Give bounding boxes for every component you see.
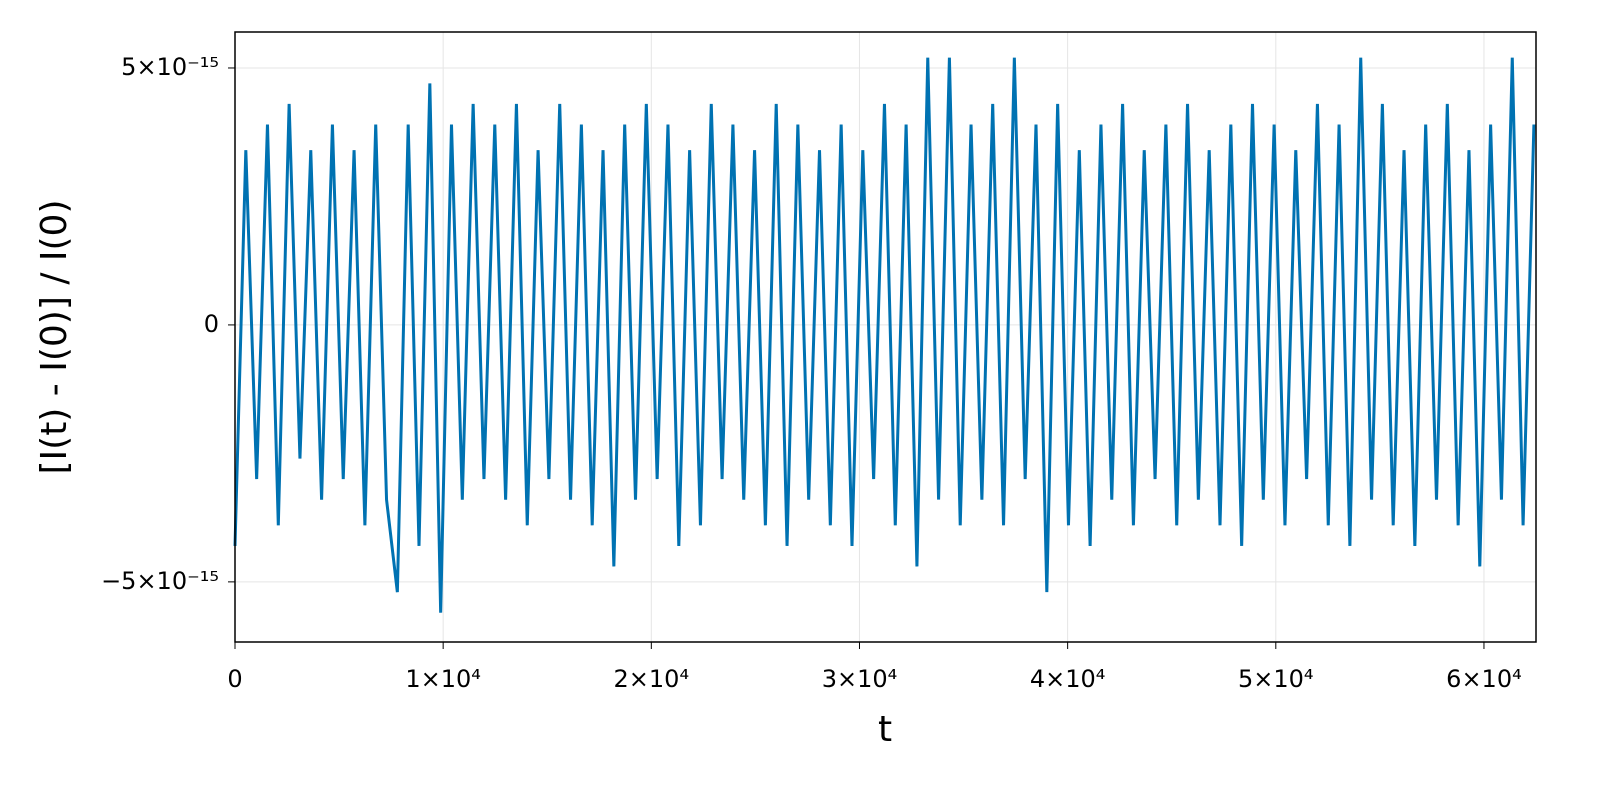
plot-frame	[234, 31, 1537, 643]
x-tick-label: 6×10⁴	[1446, 665, 1522, 693]
x-tick-label: 3×10⁴	[822, 665, 898, 693]
y-tick-label: 5×10⁻¹⁵	[121, 53, 219, 81]
data-line	[233, 57, 1536, 613]
x-tick-label: 2×10⁴	[614, 665, 690, 693]
y-tick-label: −5×10⁻¹⁵	[101, 567, 219, 595]
x-tick-label: 4×10⁴	[1030, 665, 1106, 693]
x-axis-title: t	[878, 709, 892, 750]
y-tick-label: 0	[204, 310, 219, 338]
x-tick-label: 0	[227, 665, 242, 693]
x-tick-label: 5×10⁴	[1238, 665, 1314, 693]
y-axis-title: [I(t) - I(0)] / I(0)	[34, 199, 75, 474]
x-tick-label: 1×10⁴	[405, 665, 481, 693]
